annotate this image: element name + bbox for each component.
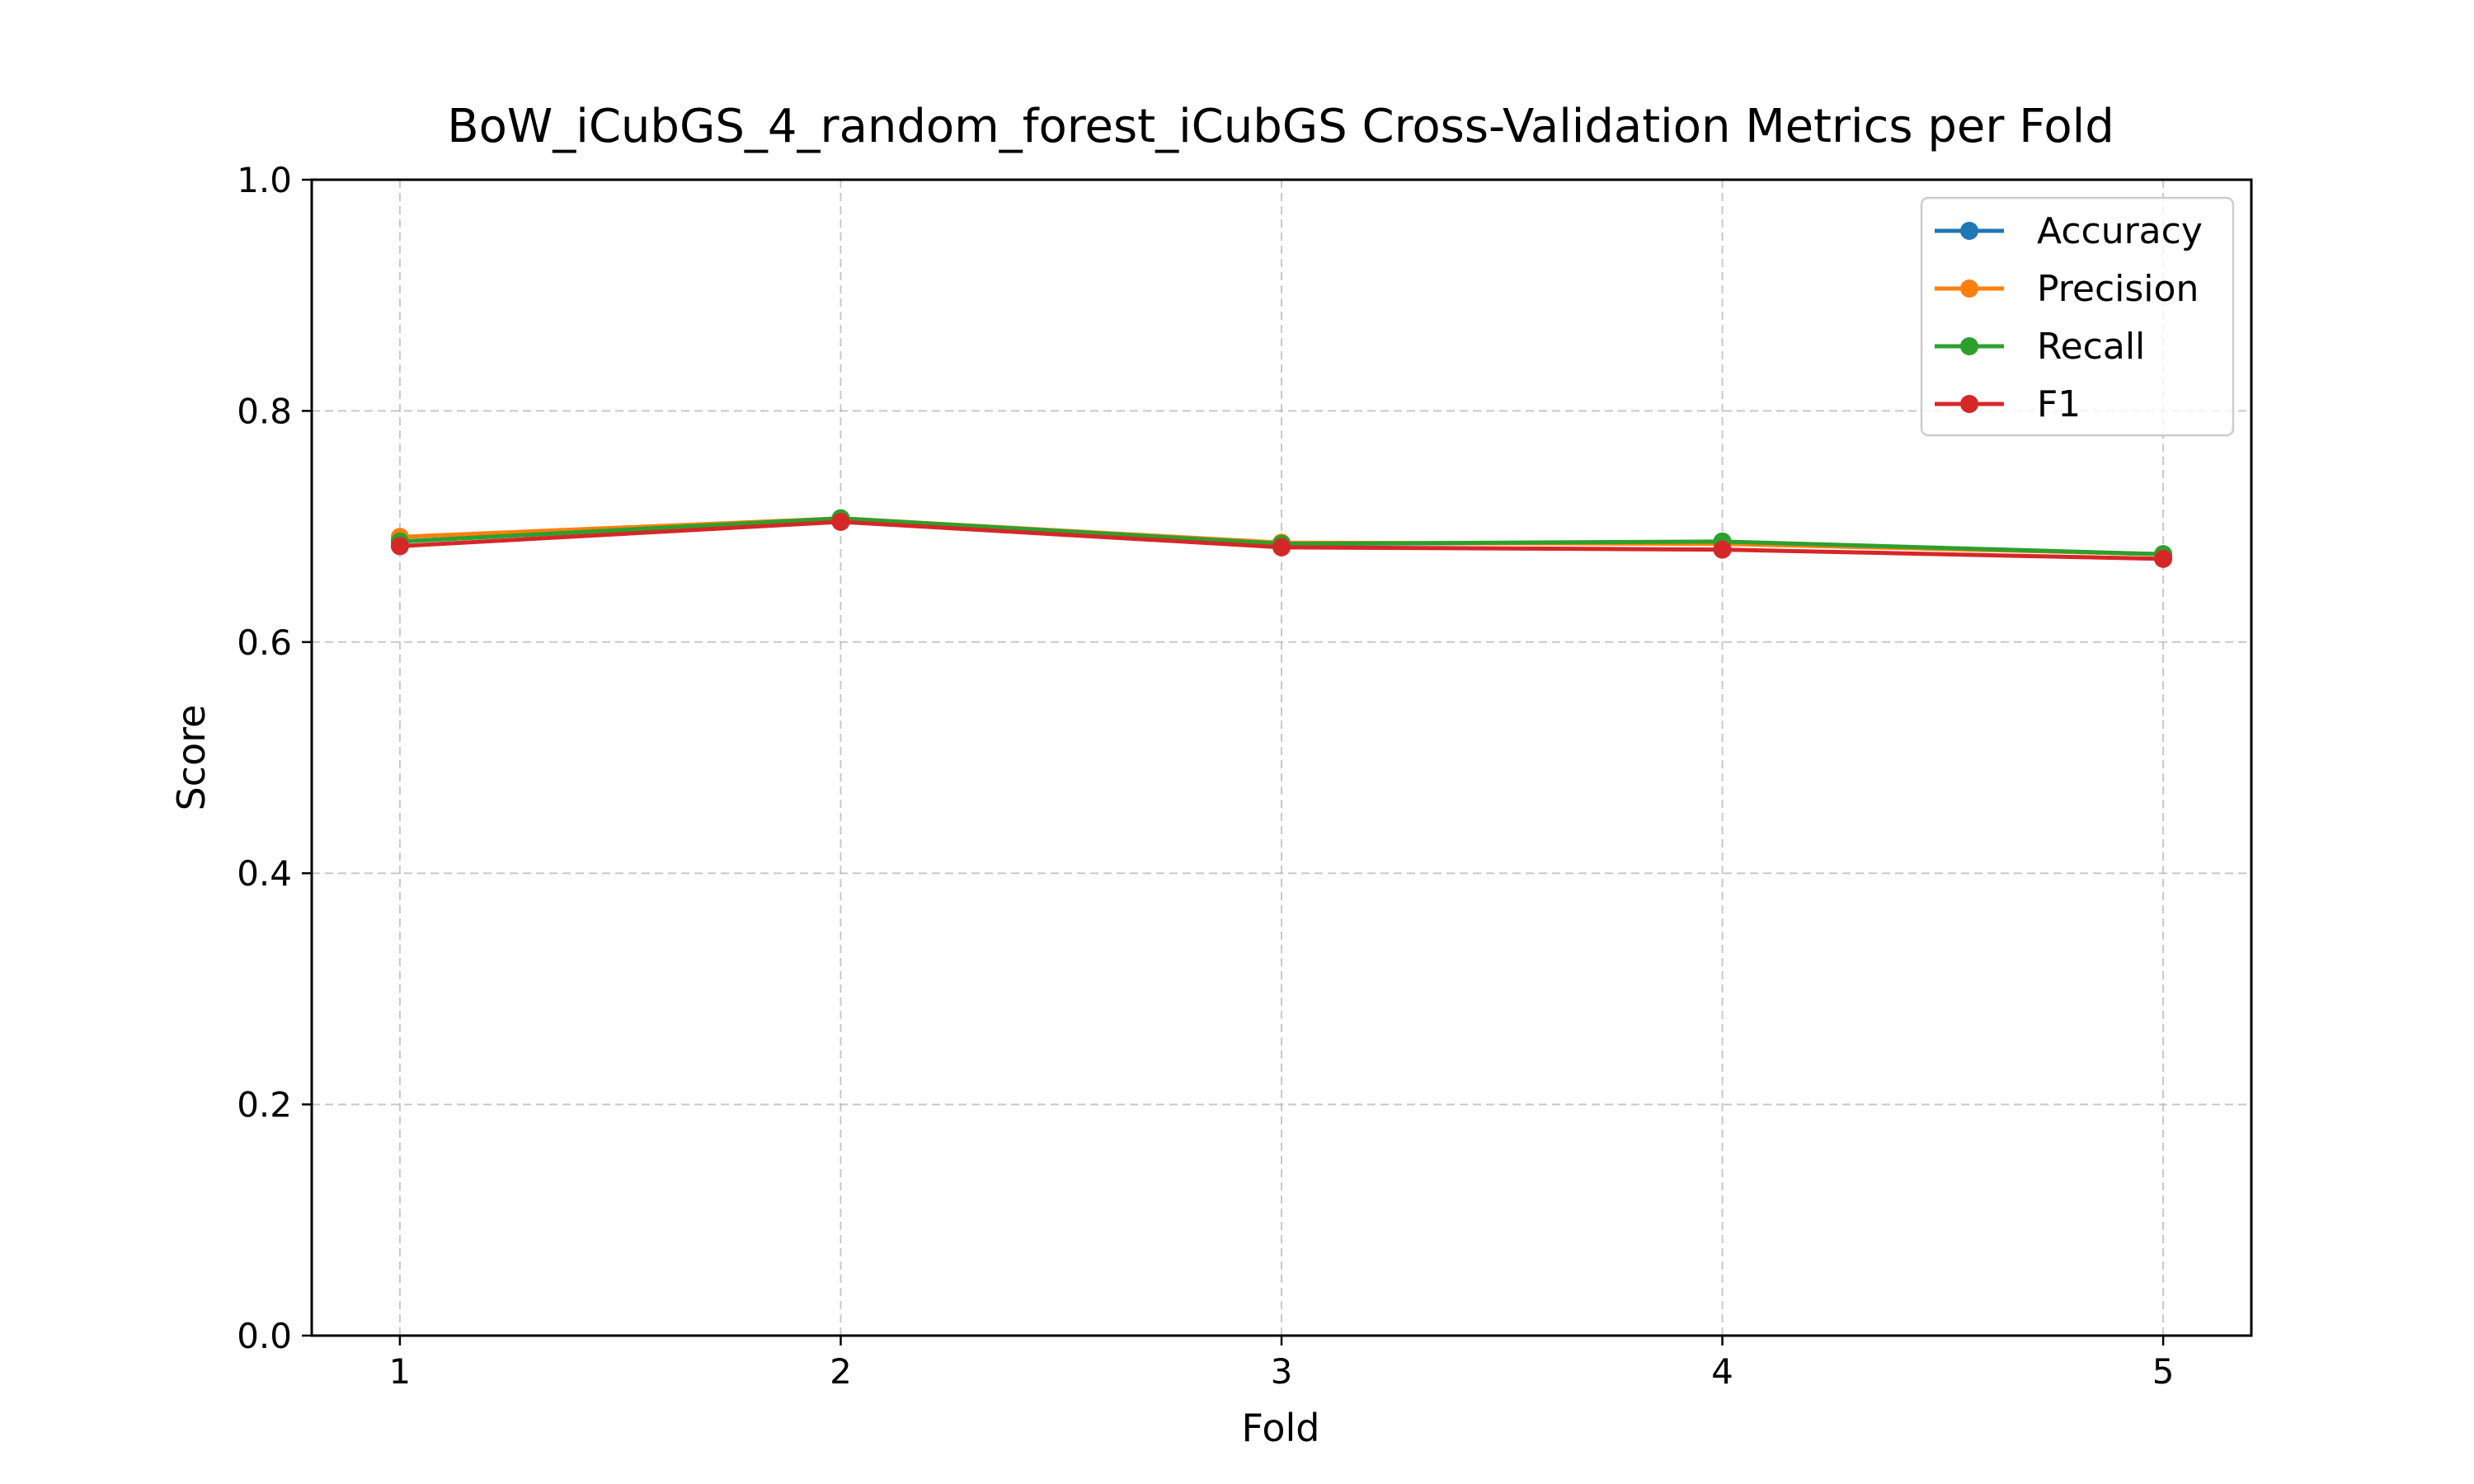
data-point-f1 (2154, 549, 2173, 568)
data-series (390, 509, 2173, 568)
legend-label-f1: F1 (2037, 383, 2081, 425)
x-tick-label: 3 (1271, 1351, 1293, 1392)
legend-label-accuracy: Accuracy (2037, 210, 2203, 252)
legend-label-precision: Precision (2037, 268, 2199, 310)
chart-title: BoW_iCubGS_4_random_forest_iCubGS Cross-… (447, 100, 2114, 153)
y-tick-label: 0.2 (237, 1085, 292, 1125)
data-point-f1 (1272, 538, 1291, 556)
x-tick-label: 2 (830, 1351, 852, 1392)
legend-marker-accuracy (1960, 222, 1978, 240)
data-point-f1 (390, 537, 409, 556)
y-tick-label: 0.0 (237, 1316, 292, 1356)
legend-label-recall: Recall (2037, 326, 2145, 368)
axis-ticks: 1 2 3 4 5 0.0 0.2 0.4 0.6 0.8 1.0 (237, 160, 2174, 1392)
x-axis-label: Fold (1242, 1406, 1320, 1450)
x-tick-label: 1 (389, 1351, 412, 1392)
y-tick-label: 1.0 (237, 160, 292, 200)
x-tick-label: 5 (2152, 1351, 2175, 1392)
y-tick-label: 0.6 (237, 622, 292, 663)
legend-marker-precision (1960, 279, 1978, 298)
y-tick-label: 0.4 (237, 853, 292, 894)
y-axis-label: Score (169, 705, 214, 811)
legend-box (1920, 196, 2235, 437)
x-tick-label: 4 (1711, 1351, 1733, 1392)
data-point-f1 (1713, 540, 1732, 559)
data-point-f1 (831, 512, 850, 531)
y-tick-label: 0.8 (237, 391, 292, 431)
legend-marker-f1 (1960, 395, 1978, 413)
legend: Accuracy Precision Recall F1 (1920, 196, 2235, 437)
legend-marker-recall (1960, 337, 1978, 355)
